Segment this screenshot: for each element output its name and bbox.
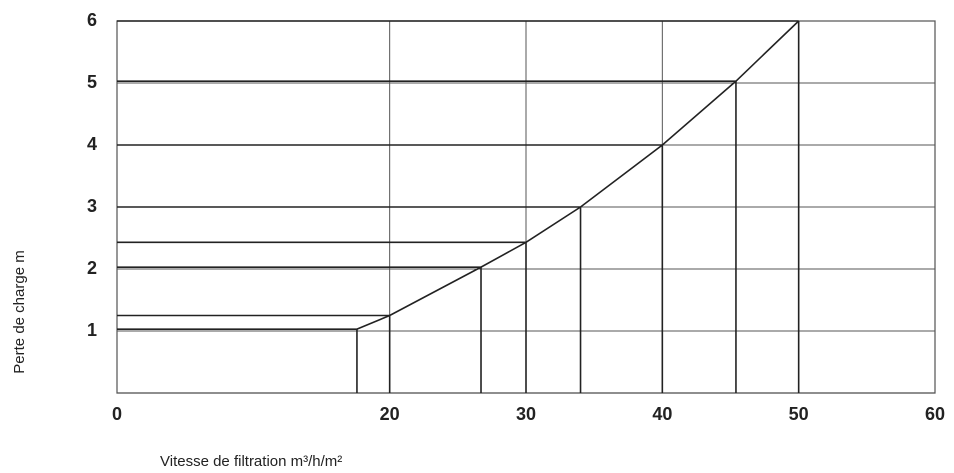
x-tick-label: 40 bbox=[652, 404, 672, 424]
y-tick-label: 1 bbox=[87, 320, 97, 340]
x-axis-label: Vitesse de filtration m³/h/m² bbox=[160, 453, 342, 470]
y-tick-label: 4 bbox=[87, 134, 97, 154]
x-tick-label: 30 bbox=[516, 404, 536, 424]
y-tick-label: 6 bbox=[87, 10, 97, 30]
curve bbox=[356, 20, 800, 330]
x-tick-label: 50 bbox=[789, 404, 809, 424]
y-tick-label: 3 bbox=[87, 196, 97, 216]
y-axis-label: Perte de charge m bbox=[11, 250, 28, 373]
x-tick-label: 0 bbox=[112, 404, 122, 424]
x-tick-label: 60 bbox=[925, 404, 945, 424]
x-tick-label: 20 bbox=[380, 404, 400, 424]
y-tick-label: 2 bbox=[87, 258, 97, 278]
y-tick-label: 5 bbox=[87, 72, 97, 92]
